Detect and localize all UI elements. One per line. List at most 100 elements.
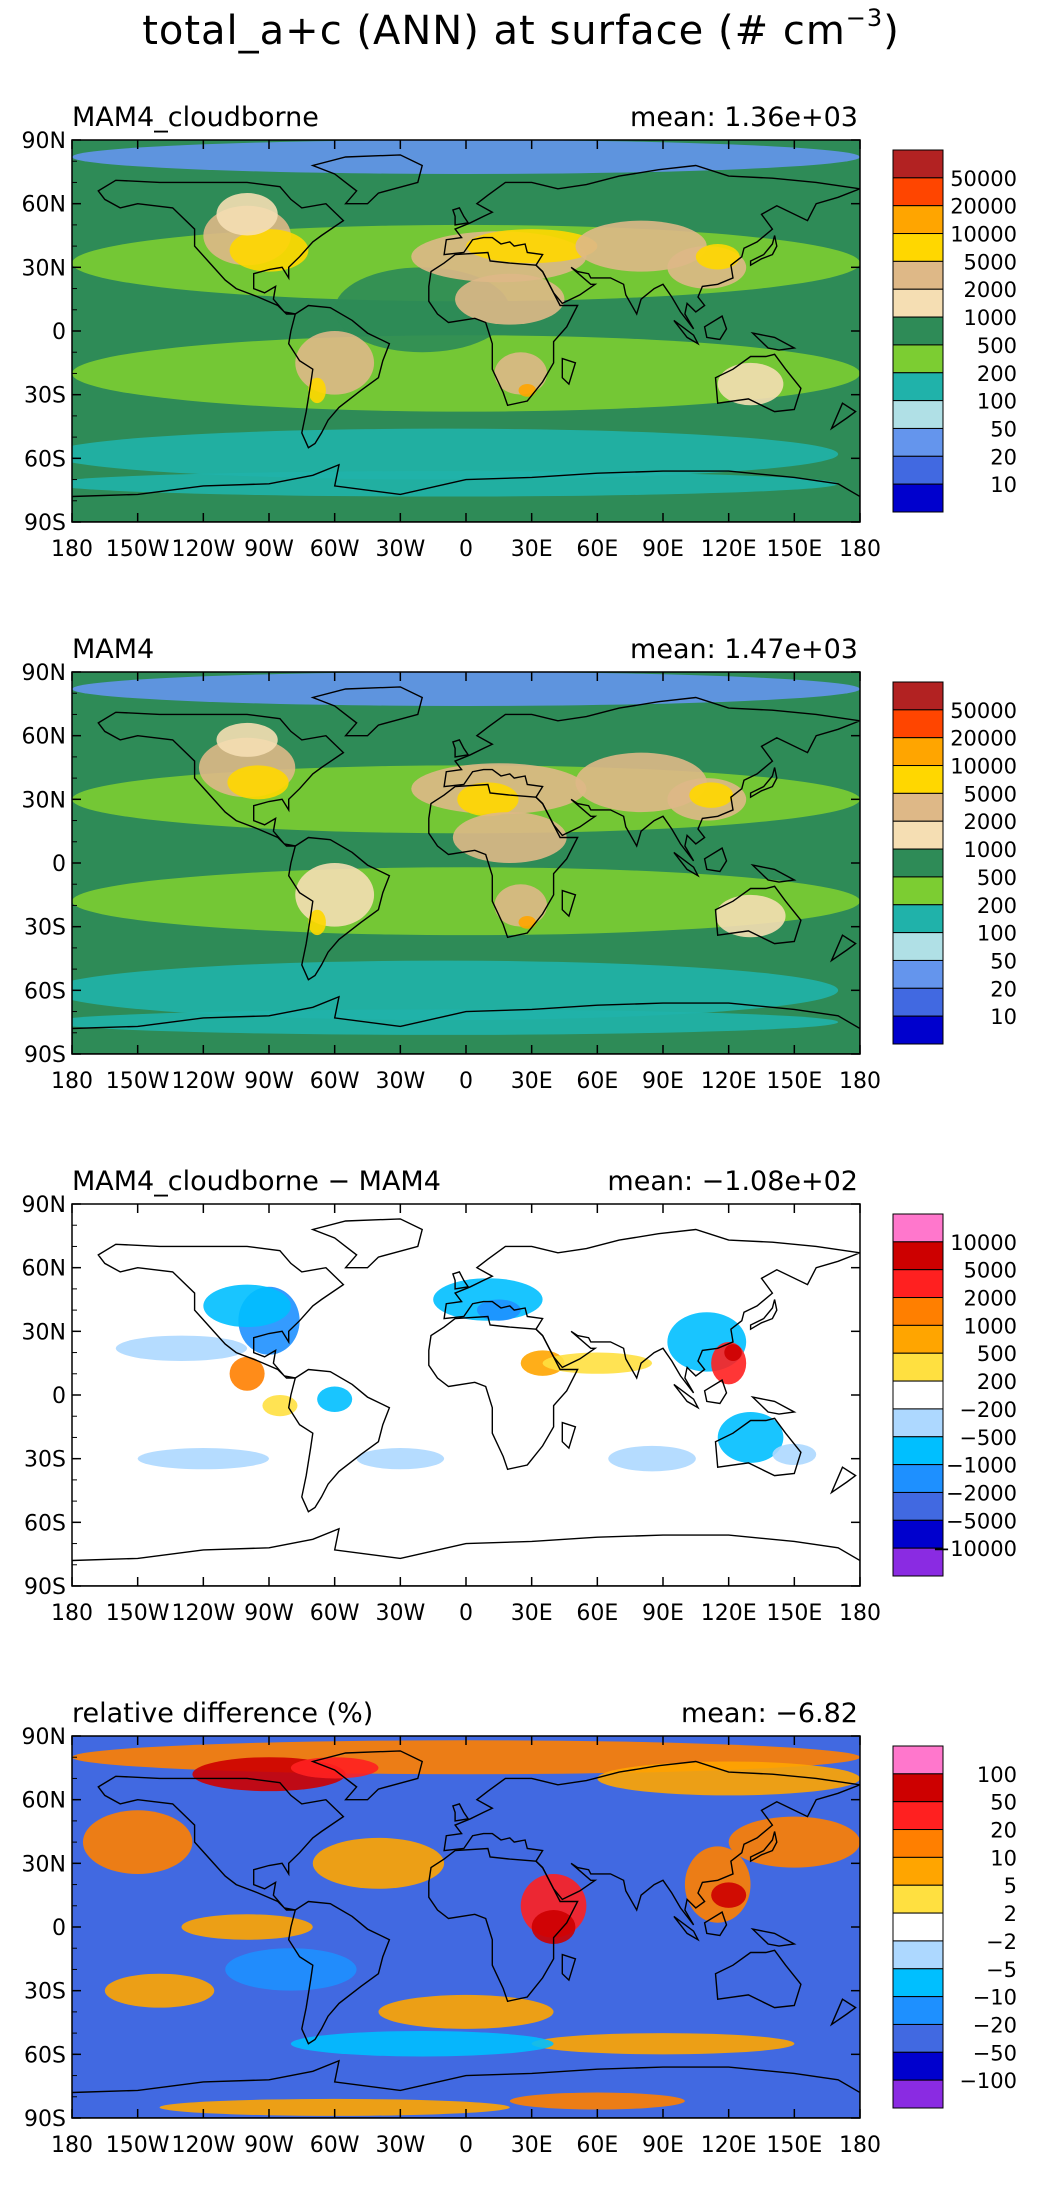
coastline-north-america: [97, 179, 345, 315]
page-title-exponent: −3: [846, 4, 883, 32]
colorbar-box: [892, 1464, 944, 1493]
colorbar-box: [892, 1241, 944, 1271]
lat-tick-label: 60S: [24, 979, 66, 1004]
colorbar-box: [892, 1380, 944, 1410]
coastline-borneo: [703, 1911, 728, 1937]
colorbar-label: −500: [959, 1426, 1017, 1450]
lon-tick-label: 120E: [701, 1601, 757, 1626]
svg-text:total_a+c (ANN) at surface (#: total_a+c (ANN) at surface (# cm−3): [142, 4, 900, 54]
colorbar-label: 100: [977, 1763, 1017, 1787]
lon-tick-label: 180: [51, 537, 93, 562]
coastline-south-america: [287, 1900, 391, 2045]
colorbar-box: [892, 260, 944, 290]
lon-tick-label: 180: [51, 1601, 93, 1626]
colorbar-box: [892, 1269, 944, 1299]
coastline-sumatra: [673, 851, 700, 878]
colorbar-box: [892, 1968, 944, 1998]
lat-tick-label: 0: [52, 1384, 66, 1409]
colorbar-box: [892, 205, 944, 235]
lon-tick-label: 180: [51, 1069, 93, 1094]
colorbar-box: [892, 1829, 944, 1858]
colorbar-box: [892, 848, 944, 878]
colorbar-box: [892, 1996, 944, 2025]
lon-tick-label: 150W: [106, 537, 170, 562]
colorbar-label: 20000: [950, 727, 1017, 751]
colorbar-label: 100: [977, 922, 1017, 946]
colorbar-label: 10: [990, 1005, 1017, 1029]
colorbar-label: −5000: [946, 1509, 1017, 1533]
lat-tick-label: 90N: [22, 661, 66, 686]
colorbar-label: 5: [1004, 1874, 1017, 1898]
coastline-new-zealand: [829, 1998, 857, 2027]
lat-tick-label: 30S: [24, 384, 66, 409]
coastline-antarctica: [72, 995, 860, 1054]
lat-tick-label: 90N: [22, 129, 66, 154]
colorbar: 10000 5000 2000 1000 500 200 −200 −500 −1000 −200…: [892, 1213, 1017, 1577]
colorbar-box: [892, 427, 944, 457]
lon-tick-label: 180: [839, 1601, 881, 1626]
lat-tick-label: 0: [52, 852, 66, 877]
field-region: [518, 916, 537, 929]
coastline-eurasia: [443, 1760, 860, 1926]
coastline-new-zealand: [829, 402, 857, 431]
coastline-eurasia: [443, 696, 860, 862]
lat-tick-label: 30S: [24, 916, 66, 941]
colorbar-box: [892, 1912, 944, 1942]
colorbar-label: −10: [973, 1986, 1017, 2010]
lat-tick-label: 30N: [22, 1852, 66, 1877]
coastline-north-america: [97, 711, 345, 847]
coastline-madagascar: [561, 357, 577, 386]
coastline-madagascar: [561, 889, 577, 918]
colorbar-label: −5: [986, 1958, 1017, 1982]
colorbar-label: 10000: [950, 755, 1017, 779]
colorbar-box: [892, 1015, 944, 1045]
field-region: [262, 1395, 298, 1417]
map-background: [72, 1204, 860, 1586]
lon-tick-label: 180: [839, 1069, 881, 1094]
colorbar-box: [892, 737, 944, 767]
field-region: [476, 1299, 521, 1321]
coastline-britain: [452, 739, 470, 758]
lon-tick-label: 60W: [310, 1069, 360, 1094]
lon-tick-label: 90W: [244, 2133, 294, 2158]
colorbar-box: [892, 1773, 944, 1803]
colorbar-label: 50: [990, 949, 1017, 973]
colorbar-box: [892, 233, 944, 262]
field-region: [457, 782, 519, 817]
colorbar-box: [892, 2023, 944, 2053]
field-region: [72, 960, 838, 1021]
coastline-borneo: [703, 1379, 728, 1405]
field-region: [455, 273, 565, 325]
lat-tick-label: 90S: [24, 511, 66, 536]
colorbar-label: −20: [973, 2013, 1017, 2037]
field-region: [229, 1356, 265, 1391]
coastline-new-zealand: [829, 934, 857, 963]
colorbar-box: [892, 1940, 944, 1970]
colorbar-label: 5000: [964, 250, 1017, 274]
lon-tick-label: 60W: [310, 1601, 360, 1626]
field-region: [695, 243, 740, 270]
colorbar-box: [892, 177, 944, 207]
colorbar-box: [892, 932, 944, 961]
coastline-britain: [452, 1803, 470, 1822]
colorbar-label: −2000: [946, 1481, 1017, 1505]
lon-tick-label: 30E: [511, 1069, 553, 1094]
field-region: [104, 1973, 215, 2008]
lon-tick-label: 120W: [171, 2133, 235, 2158]
colorbar-box: [892, 1856, 944, 1886]
lon-tick-label: 0: [459, 537, 473, 562]
coastline-madagascar: [561, 1421, 577, 1450]
coastline-sumatra: [673, 1383, 700, 1410]
colorbar-box: [892, 1408, 944, 1438]
colorbar-label: 200: [977, 1370, 1017, 1394]
lon-tick-label: 60E: [576, 1601, 618, 1626]
lon-tick-label: 60W: [310, 2133, 360, 2158]
lat-tick-label: 60N: [22, 1789, 66, 1814]
lon-tick-label: 120W: [171, 1069, 235, 1094]
coastline-sumatra: [673, 1915, 700, 1942]
lon-tick-label: 30E: [511, 537, 553, 562]
lon-tick-label: 30E: [511, 2133, 553, 2158]
field-region: [724, 1344, 742, 1362]
coastline-new-guinea: [750, 331, 797, 351]
lat-tick-label: 0: [52, 1916, 66, 1941]
